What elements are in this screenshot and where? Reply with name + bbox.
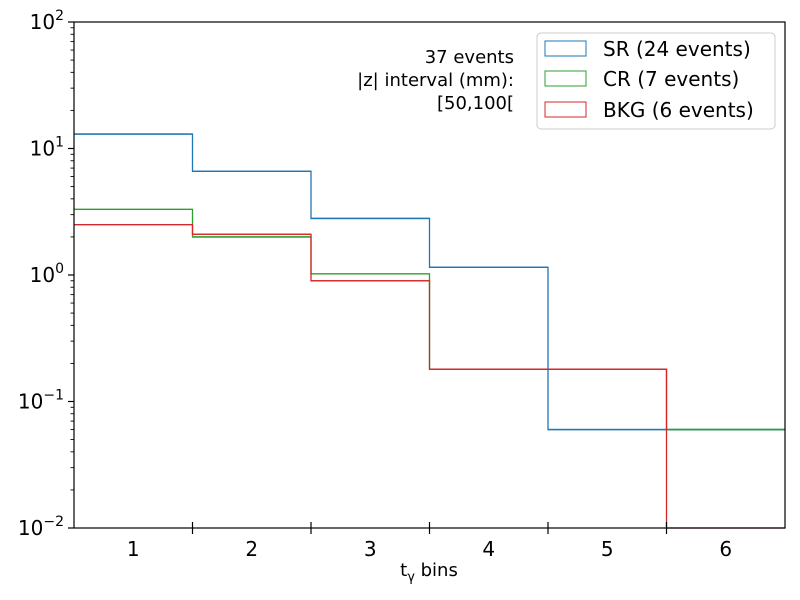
y-axis: 10−2 10−1 100 101 102 (18, 8, 74, 540)
y-tick-label: 100 (30, 261, 64, 287)
x-tick-label: 5 (601, 537, 614, 561)
x-tick-label: 2 (245, 537, 258, 561)
x-tick-label: 1 (127, 537, 140, 561)
series-layer (74, 133, 785, 529)
x-tick-label: 3 (364, 537, 377, 561)
x-tick-label: 4 (482, 537, 495, 561)
y-tick-label: 101 (30, 135, 64, 161)
annotation-line-2: |z| interval (mm): (357, 70, 514, 91)
x-axis-title-suffix: bins (415, 560, 458, 581)
x-tick-label: 6 (719, 537, 732, 561)
legend-label-bkg: BKG (6 events) (603, 98, 754, 122)
legend-swatch-sr (544, 40, 587, 57)
legend-label-sr: SR (24 events) (603, 37, 751, 61)
x-axis-title-main: t (400, 560, 407, 581)
y-tick-label: 10−1 (18, 388, 64, 414)
legend-swatch-bkg (544, 101, 587, 118)
x-axis-title-subscript: γ (407, 570, 415, 585)
x-axis: 1 2 3 4 5 6 (127, 522, 732, 561)
legend-swatch-cr (544, 70, 587, 87)
annotation-line-1: 37 events (425, 47, 514, 68)
annotation-box: 37 events |z| interval (mm): [50,100[ (357, 47, 514, 114)
x-axis-title: tγ bins (400, 560, 458, 585)
annotation-line-3: [50,100[ (437, 93, 514, 114)
legend: SR (24 events) CR (7 events) BKG (6 even… (536, 32, 776, 130)
legend-label-cr: CR (7 events) (603, 67, 739, 91)
legend-box (536, 32, 776, 130)
y-tick-label: 102 (30, 8, 64, 34)
y-tick-label: 10−2 (18, 514, 64, 540)
